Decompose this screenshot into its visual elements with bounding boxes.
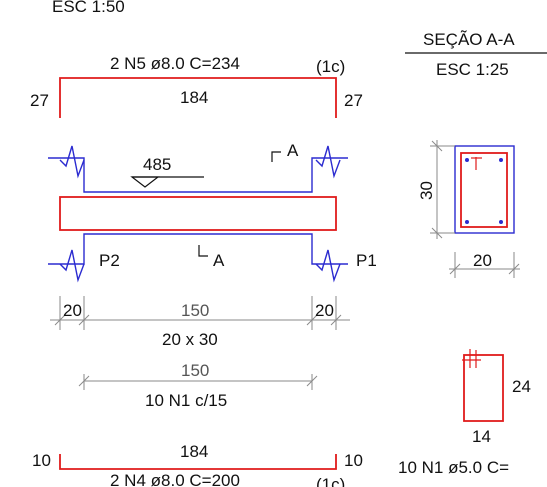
dim-tick-3	[306, 314, 318, 326]
section-height-tick-bottom	[431, 227, 443, 239]
stirrup-detail-shape	[463, 354, 504, 422]
bottom-bar-callout: 2 N4 ø8.0 C=200	[110, 471, 240, 487]
support-left-label: P2	[99, 251, 120, 270]
beam-reinforcement	[59, 196, 337, 231]
section-bar-bottom-left	[465, 220, 469, 224]
top-bar-position: (1c)	[316, 57, 345, 76]
section-height-tick-top	[431, 140, 443, 152]
section-width-tick-right	[508, 263, 520, 275]
cut-mark-top-icon	[271, 151, 281, 162]
cut-mark-top-label: A	[287, 141, 299, 160]
stirrup-detail-height: 24	[512, 377, 531, 396]
section-bar-top-right	[499, 158, 503, 162]
beam-bottom-outline	[48, 233, 348, 265]
dim-tick-4	[330, 314, 342, 326]
section-bar-bottom-right	[499, 220, 503, 224]
break-line-bottom-right	[315, 249, 341, 283]
break-line-top-right	[315, 145, 341, 179]
bottom-bar-hook-right: 10	[344, 451, 363, 470]
main-scale-label: ESC 1:50	[52, 0, 125, 16]
section-width-label: 20	[473, 251, 492, 270]
beam-section-label: 20 x 30	[162, 330, 218, 349]
bottom-bar-line	[59, 454, 337, 470]
section-scale: ESC 1:25	[436, 60, 509, 79]
stirrup-detail-width: 14	[472, 427, 491, 446]
support-right-label: P1	[356, 251, 377, 270]
bottom-bar-hook-left: 10	[32, 451, 51, 470]
dim-span: 150	[181, 301, 209, 320]
dim-tick-2	[78, 314, 90, 326]
top-bar-callout: 2 N5 ø8.0 C=234	[110, 54, 240, 73]
section-bar-top-left	[465, 158, 469, 162]
stirrup-detail-callout: 10 N1 ø5.0 C=	[398, 458, 509, 477]
top-bar-length: 184	[180, 88, 208, 107]
level-label: 485	[143, 155, 171, 174]
dim-support-right: 20	[315, 301, 334, 320]
stirrup-tick-left	[78, 375, 90, 387]
section-outline	[454, 145, 515, 234]
section-height-label: 30	[417, 181, 436, 200]
level-triangle-icon	[130, 176, 160, 188]
section-width-tick-left	[449, 263, 461, 275]
section-title: SEÇÃO A-A	[423, 30, 515, 49]
section-stirrup	[460, 152, 508, 228]
dim-tick-1	[54, 314, 66, 326]
stirrup-tick-right	[306, 375, 318, 387]
break-line-top-left	[59, 145, 85, 179]
top-bar-hook-right: 27	[344, 91, 363, 110]
dim-support-left: 20	[63, 301, 82, 320]
beam-top-outline	[48, 157, 348, 193]
stirrup-callout: 10 N1 c/15	[145, 391, 227, 410]
top-bar-hook-left: 27	[30, 91, 49, 110]
bottom-bar-length: 184	[180, 442, 208, 461]
bottom-bar-position: (1c)	[316, 475, 345, 487]
cut-mark-bottom-icon	[198, 245, 208, 257]
top-bar-line	[59, 77, 337, 118]
cut-mark-bottom-label: A	[213, 251, 225, 270]
stirrup-span-label: 150	[181, 361, 209, 380]
break-line-bottom-left	[59, 249, 85, 283]
